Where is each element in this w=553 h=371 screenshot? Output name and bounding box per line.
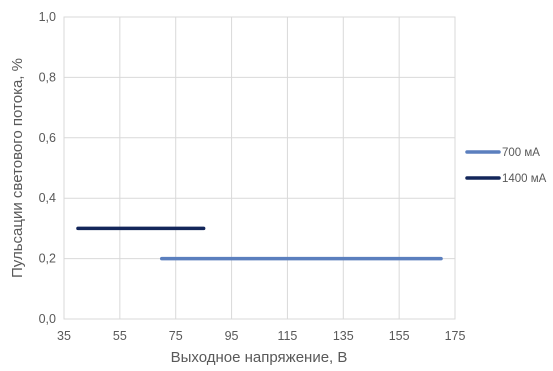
x-tick-label: 135 — [333, 329, 354, 343]
legend-label: 700 мА — [502, 147, 540, 159]
x-tick-label: 75 — [169, 329, 183, 343]
y-axis-ticks: 0,0 0,2 0,4 0,6 0,8 1,0 — [39, 10, 56, 326]
x-tick-label: 155 — [389, 329, 410, 343]
y-tick-label: 0,4 — [39, 191, 56, 205]
legend-label: 1400 мА — [502, 173, 547, 185]
y-tick-label: 0,2 — [39, 252, 56, 266]
legend: 700 мА 1400 мА — [465, 147, 547, 185]
y-tick-label: 0,6 — [39, 131, 56, 145]
y-tick-label: 1,0 — [39, 10, 56, 24]
x-tick-label: 95 — [225, 329, 239, 343]
y-tick-label: 0,8 — [39, 70, 56, 84]
y-axis-title: Пульсации светового потока, % — [9, 58, 26, 278]
y-tick-label: 0,0 — [39, 312, 56, 326]
plot-area — [63, 16, 456, 320]
x-tick-label: 55 — [113, 329, 127, 343]
x-axis-title: Выходное напряжение, В — [171, 349, 348, 366]
series — [76, 226, 443, 261]
x-tick-label: 35 — [57, 329, 71, 343]
x-tick-label: 175 — [445, 329, 466, 343]
x-axis-ticks: 35 55 75 95 115 135 155 175 — [57, 329, 465, 343]
x-tick-label: 115 — [277, 329, 297, 343]
grid — [63, 16, 456, 320]
